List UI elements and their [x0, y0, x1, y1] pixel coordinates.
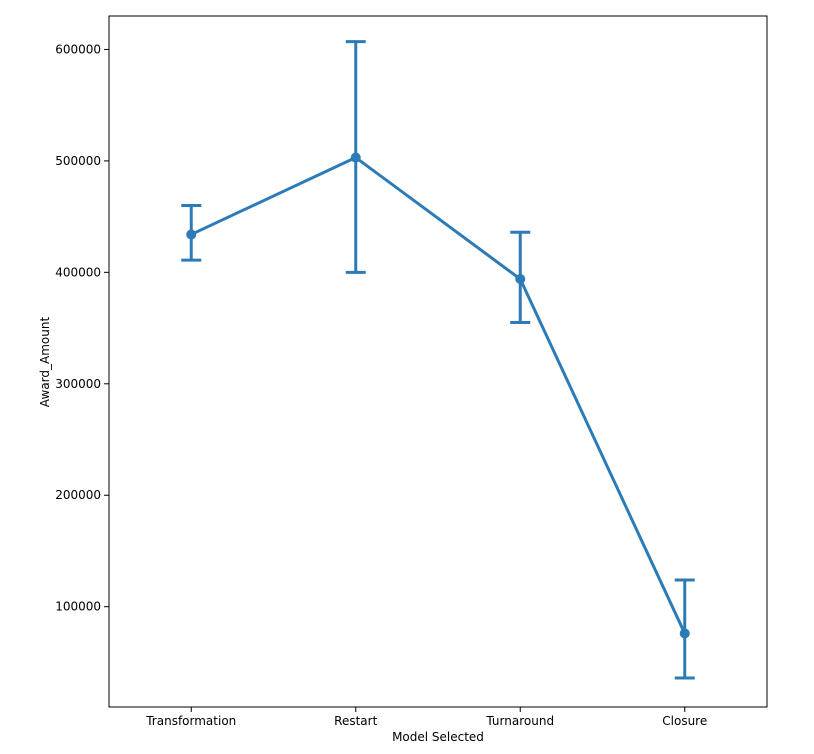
data-point [350, 152, 361, 163]
y-tick-label: 400000 [55, 265, 101, 279]
y-tick-label: 300000 [55, 377, 101, 391]
x-tick-label: Closure [662, 714, 707, 728]
y-axis-label: Award_Amount [38, 317, 52, 408]
y-tick-label: 500000 [55, 154, 101, 168]
y-tick-label: 200000 [55, 488, 101, 502]
data-point [186, 229, 197, 240]
y-tick-label: 600000 [55, 42, 101, 56]
data-series [181, 40, 695, 680]
series-line [190, 156, 687, 635]
x-axis-label: Model Selected [392, 730, 484, 744]
plot-area-frame [108, 15, 768, 708]
x-tick-label: Turnaround [485, 714, 554, 728]
y-tick-label: 100000 [55, 600, 101, 614]
x-axis: Transformation Restart Turnaround Closure [145, 707, 707, 728]
data-point [515, 274, 526, 285]
x-tick-label: Transformation [145, 714, 236, 728]
data-point [679, 628, 690, 639]
y-axis: 100000 200000 300000 400000 500000 600000 [55, 42, 109, 614]
x-tick-label: Restart [334, 714, 377, 728]
